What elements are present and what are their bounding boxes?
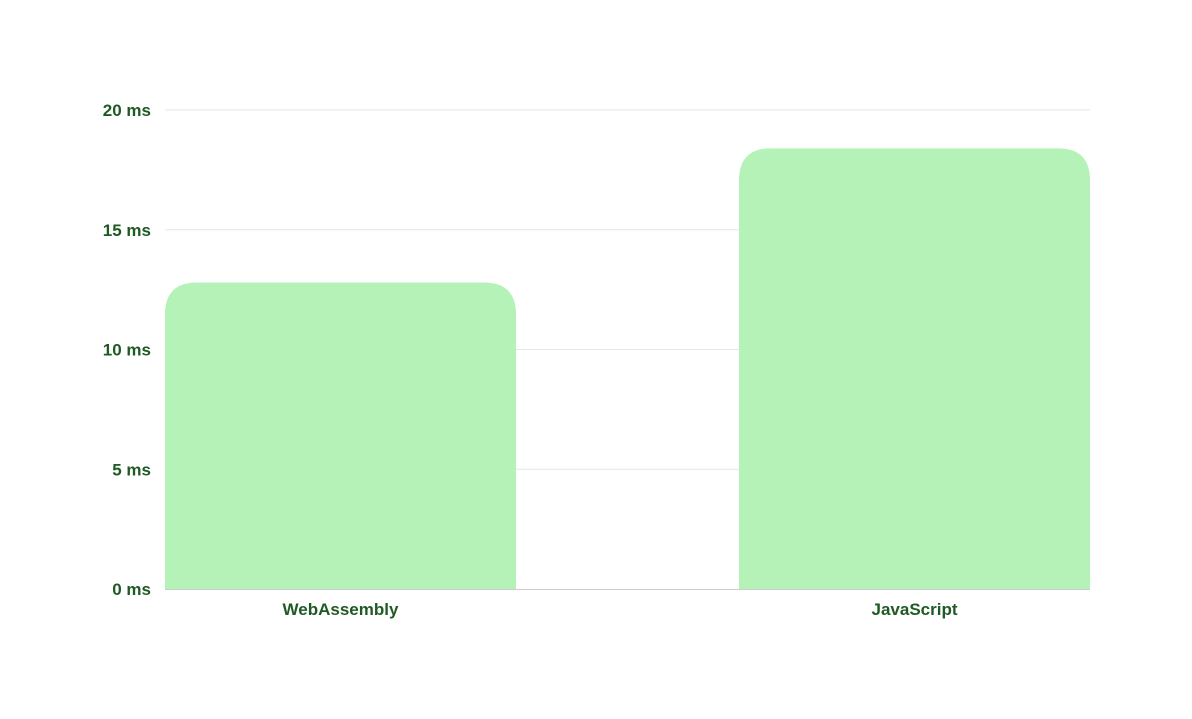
bar-webassembly: [165, 282, 516, 589]
x-tick-label: WebAssembly: [283, 600, 399, 619]
y-tick-label: 0 ms: [112, 580, 151, 599]
bar-javascript: [739, 148, 1090, 589]
y-tick-label: 15 ms: [103, 221, 151, 240]
y-tick-label: 5 ms: [112, 460, 151, 479]
bars: [165, 148, 1090, 589]
x-tick-label: JavaScript: [872, 600, 958, 619]
y-tick-label: 20 ms: [103, 101, 151, 120]
axis-labels: 0 ms 5 ms 10 ms 15 ms 20 ms WebAssembly JavaSc…: [103, 101, 958, 619]
y-tick-label: 10 ms: [103, 341, 151, 360]
